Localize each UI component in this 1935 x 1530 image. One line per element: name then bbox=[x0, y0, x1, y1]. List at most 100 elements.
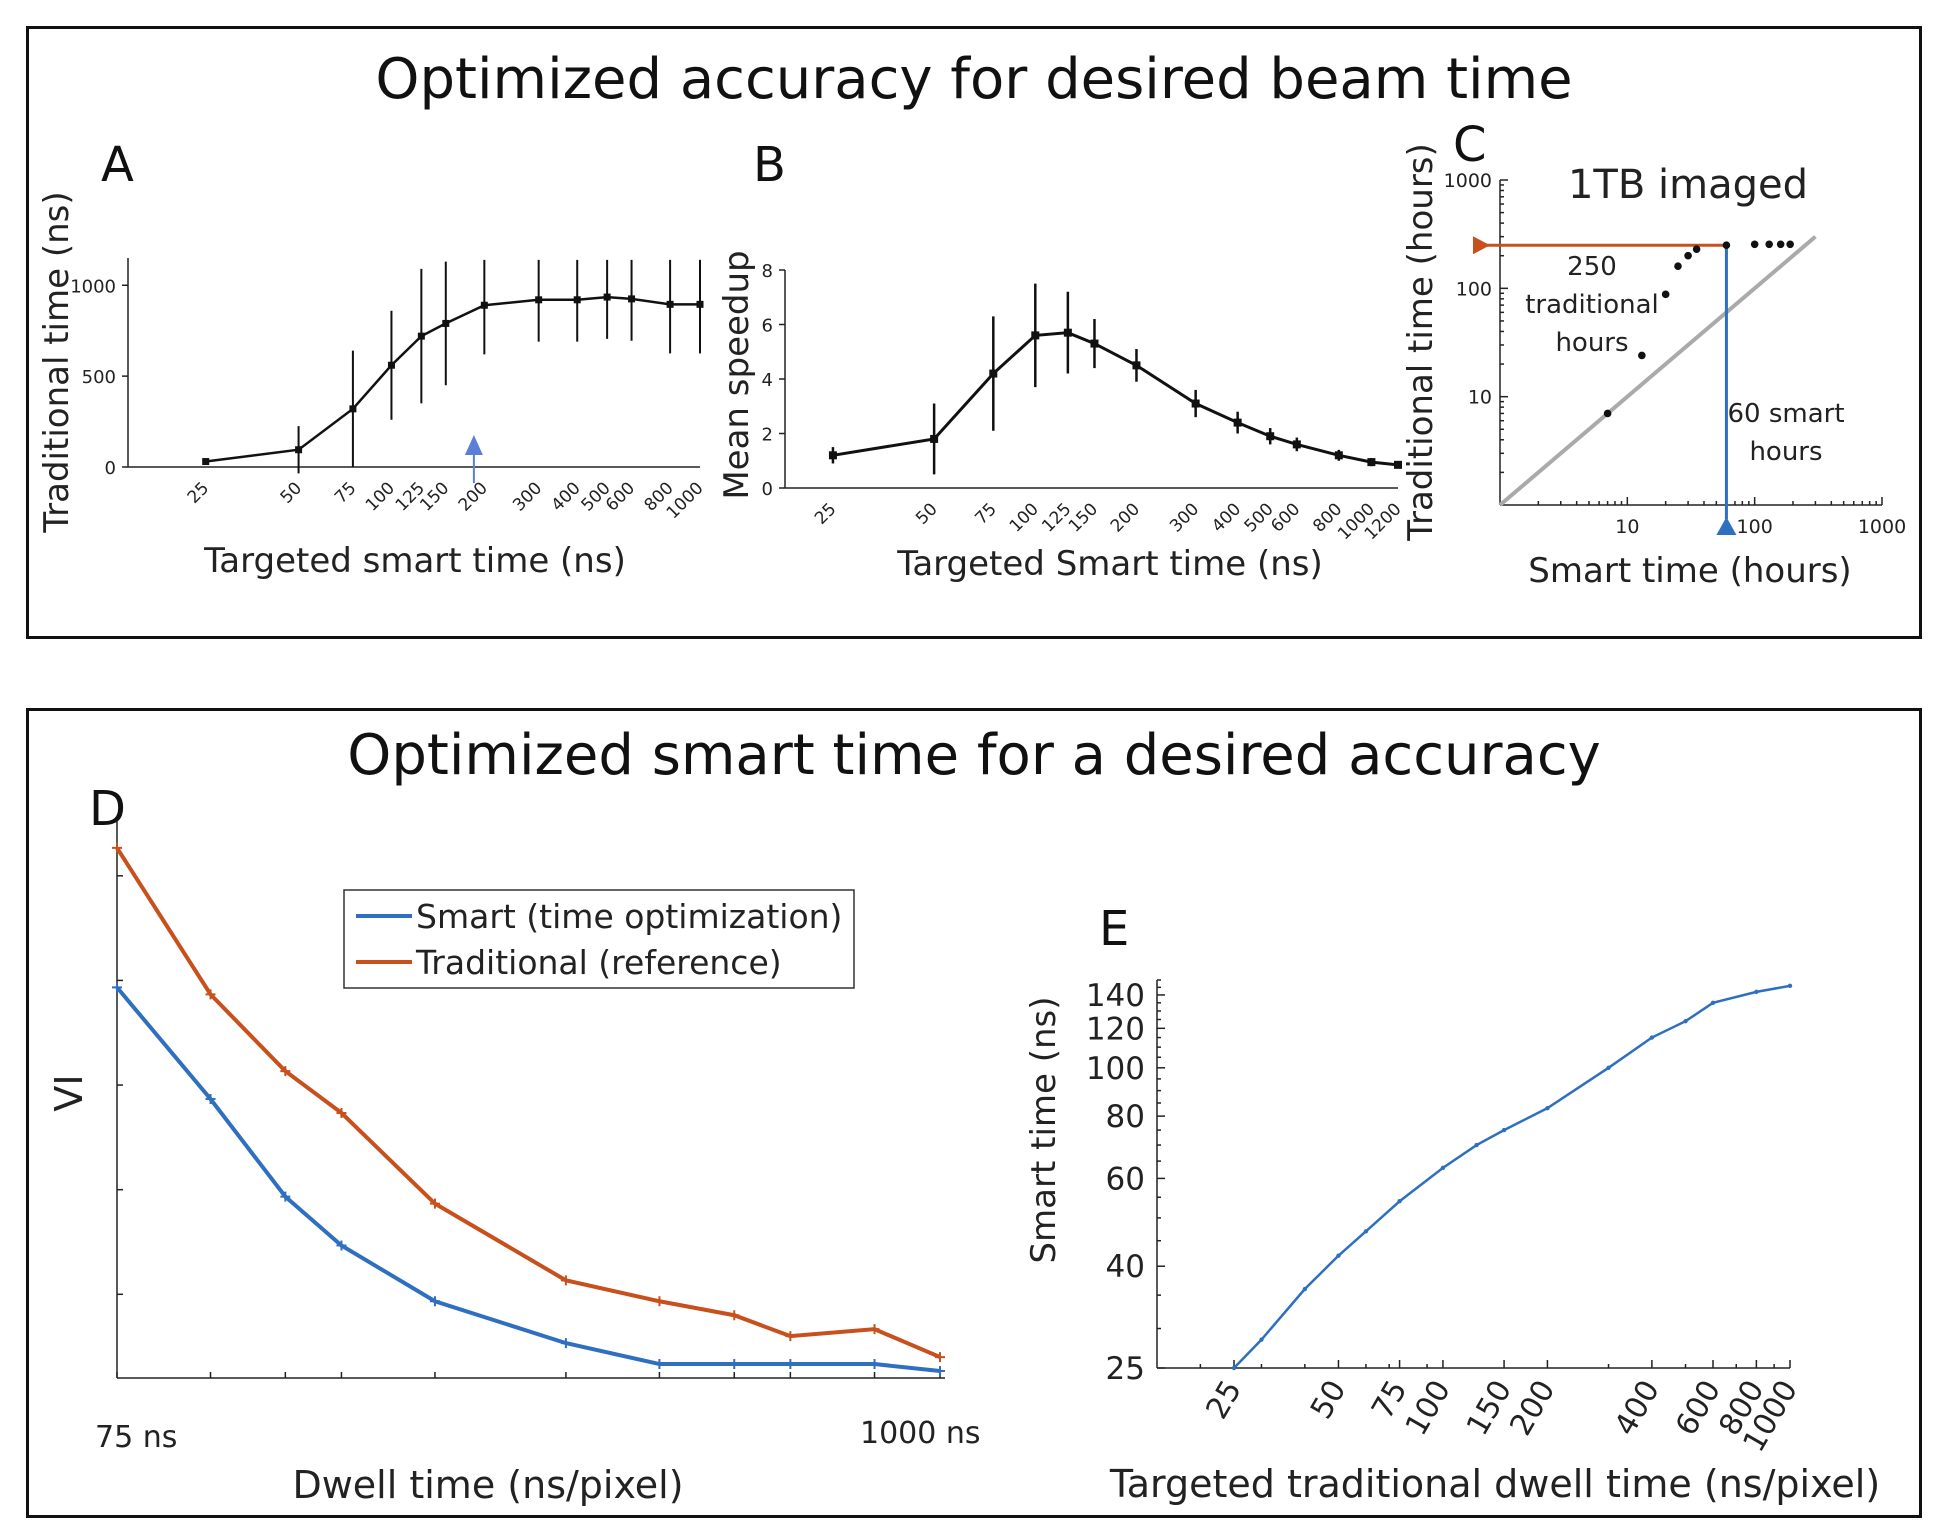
top-panel-title: Optimized accuracy for desired beam time bbox=[375, 47, 1573, 112]
b-data-point bbox=[1394, 460, 1402, 469]
c-chart-title: 1TB imaged bbox=[1568, 162, 1808, 208]
d-smart-point bbox=[935, 1366, 945, 1377]
e-data-point bbox=[1606, 1065, 1611, 1071]
e-series-line bbox=[1233, 984, 1791, 1369]
b-x-tick-label: 400 bbox=[1208, 499, 1245, 536]
b-y-axis-label: Mean speedup bbox=[717, 250, 757, 499]
c-data-point bbox=[1674, 262, 1682, 271]
e-data-point bbox=[1474, 1142, 1479, 1148]
d-smart-line bbox=[115, 986, 941, 1374]
e-y-tick-label: 60 bbox=[1106, 1161, 1145, 1197]
a-data-point bbox=[696, 300, 704, 308]
d-traditional-point bbox=[935, 1352, 945, 1363]
d-smart-point bbox=[560, 1338, 571, 1349]
a-x-tick-label: 75 bbox=[331, 478, 360, 507]
b-data-point bbox=[1191, 399, 1200, 408]
e-data-point bbox=[1501, 1127, 1507, 1133]
b-data-point bbox=[1367, 458, 1376, 467]
c-y-tick-label: 1000 bbox=[1444, 170, 1492, 192]
c-data-point bbox=[1661, 290, 1670, 299]
panel-letter-d: D bbox=[89, 781, 126, 837]
b-data-point bbox=[1132, 361, 1141, 370]
c-traditional-ref-label: traditional bbox=[1525, 290, 1659, 320]
b-data-point bbox=[930, 434, 939, 443]
c-y-tick-label: 100 bbox=[1456, 278, 1492, 300]
a-x-tick-label: 50 bbox=[277, 478, 306, 507]
c-traditional-ref-label: 250 bbox=[1567, 252, 1617, 282]
e-data-point bbox=[1259, 1337, 1264, 1342]
d-y-axis-label: VI bbox=[47, 1074, 91, 1111]
c-smart-ref-label: 60 smart bbox=[1727, 399, 1844, 429]
b-data-point bbox=[1233, 418, 1242, 427]
d-traditional-point bbox=[560, 1275, 571, 1286]
c-x-tick-label: 10 bbox=[1615, 516, 1639, 538]
c-data-point bbox=[1750, 240, 1759, 249]
a-data-point bbox=[349, 405, 357, 413]
a-y-tick-label: 0 bbox=[105, 458, 116, 479]
c-data-point bbox=[1692, 245, 1701, 253]
d-smart-point bbox=[280, 1191, 291, 1202]
a-data-point bbox=[480, 301, 488, 309]
c-x-tick-label: 1000 bbox=[1858, 516, 1906, 538]
b-y-tick-label: 8 bbox=[762, 261, 773, 282]
d-x-axis-label: Dwell time (ns/pixel) bbox=[292, 1463, 683, 1507]
e-y-tick-label: 40 bbox=[1106, 1249, 1145, 1285]
d-traditional-point bbox=[336, 1107, 347, 1118]
c-traditional-ref-label: hours bbox=[1555, 328, 1628, 358]
e-data-point bbox=[1336, 1253, 1341, 1258]
b-data-point bbox=[1292, 440, 1301, 449]
c-smart-arrow-icon bbox=[1716, 517, 1737, 535]
b-x-tick-label: 200 bbox=[1107, 499, 1144, 536]
c-data-point bbox=[1603, 409, 1612, 418]
d-traditional-point bbox=[429, 1198, 440, 1209]
d-traditional-point bbox=[869, 1324, 880, 1335]
b-x-tick-label: 100 bbox=[1006, 499, 1043, 536]
e-y-tick-label: 25 bbox=[1106, 1351, 1145, 1387]
d-traditional-point bbox=[654, 1296, 665, 1307]
d-smart-point bbox=[429, 1296, 440, 1307]
c-x-tick-label: 100 bbox=[1737, 516, 1773, 538]
d-smart-point bbox=[869, 1359, 880, 1370]
d-x-tick-label-last: 1000 ns bbox=[860, 1416, 981, 1451]
a-x-tick-label: 25 bbox=[184, 478, 213, 507]
a-series-line bbox=[205, 295, 700, 463]
d-traditional-point bbox=[112, 842, 122, 853]
e-data-point bbox=[1754, 989, 1759, 995]
e-x-tick-label: 400 bbox=[1608, 1375, 1667, 1442]
panel-letter-e: E bbox=[1099, 901, 1130, 957]
b-x-tick-label: 75 bbox=[971, 499, 1000, 528]
b-y-tick-label: 6 bbox=[762, 316, 773, 337]
a-x-tick-label: 400 bbox=[548, 478, 585, 515]
a-y-axis-label: Traditional time (ns) bbox=[37, 191, 77, 533]
d-traditional-point bbox=[729, 1310, 740, 1321]
e-x-tick-label: 50 bbox=[1304, 1375, 1353, 1426]
d-traditional-point bbox=[205, 989, 216, 1000]
e-y-tick-label: 100 bbox=[1086, 1051, 1145, 1087]
a-y-tick-label: 500 bbox=[82, 367, 116, 388]
d-legend-smart-label: Smart (time optimization) bbox=[416, 897, 842, 936]
a-data-point bbox=[295, 446, 303, 454]
e-x-tick-label: 200 bbox=[1503, 1375, 1562, 1442]
b-x-tick-label: 300 bbox=[1166, 499, 1203, 536]
c-data-point bbox=[1684, 251, 1692, 260]
c-data-point bbox=[1786, 240, 1794, 249]
e-y-tick-label: 80 bbox=[1106, 1099, 1145, 1135]
a-data-point bbox=[628, 295, 636, 303]
e-y-tick-label: 140 bbox=[1086, 978, 1145, 1014]
e-data-point bbox=[1440, 1165, 1446, 1171]
d-smart-point bbox=[205, 1094, 216, 1104]
a-data-point bbox=[202, 458, 210, 466]
c-traditional-arrow-icon bbox=[1473, 236, 1490, 255]
a-data-point bbox=[535, 296, 543, 304]
e-data-point bbox=[1302, 1286, 1308, 1292]
a-x-axis-label: Targeted smart time (ns) bbox=[203, 541, 626, 581]
e-data-point bbox=[1787, 983, 1793, 989]
a-marker-arrow-icon bbox=[464, 435, 483, 455]
c-y-axis-label: Traditional time (hours) bbox=[1401, 143, 1441, 542]
a-x-tick-label: 150 bbox=[416, 478, 453, 515]
b-data-point bbox=[1266, 432, 1275, 441]
b-y-tick-label: 0 bbox=[762, 479, 773, 500]
b-x-tick-label: 50 bbox=[912, 499, 941, 528]
panel-letter-b: B bbox=[753, 137, 786, 193]
